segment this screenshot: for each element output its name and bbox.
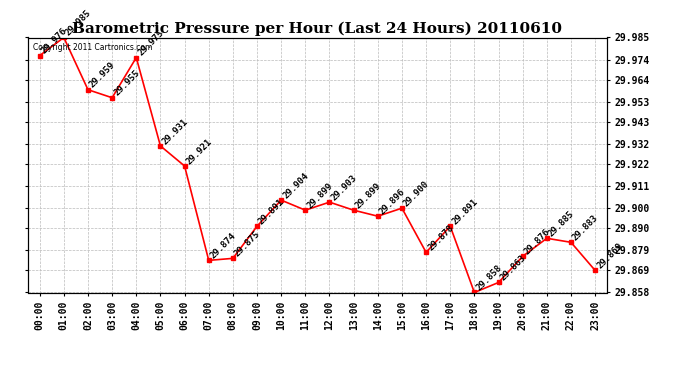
Text: 29.875: 29.875: [233, 229, 262, 258]
Text: 29.863: 29.863: [498, 253, 528, 282]
Text: 29.891: 29.891: [450, 197, 480, 226]
Text: 29.869: 29.869: [595, 241, 624, 270]
Text: 29.874: 29.874: [208, 231, 238, 260]
Text: 29.896: 29.896: [378, 187, 407, 216]
Title: Barometric Pressure per Hour (Last 24 Hours) 20110610: Barometric Pressure per Hour (Last 24 Ho…: [72, 22, 562, 36]
Text: 29.903: 29.903: [330, 173, 359, 202]
Text: 29.900: 29.900: [402, 179, 431, 208]
Text: 29.955: 29.955: [112, 69, 141, 98]
Text: 29.891: 29.891: [257, 197, 286, 226]
Text: 29.976: 29.976: [39, 26, 69, 56]
Text: 29.931: 29.931: [160, 117, 190, 146]
Text: 29.876: 29.876: [523, 227, 552, 256]
Text: 29.858: 29.858: [475, 263, 504, 292]
Text: 29.883: 29.883: [571, 213, 600, 242]
Text: 29.985: 29.985: [63, 8, 93, 38]
Text: 29.921: 29.921: [184, 137, 214, 166]
Text: Copyright 2011 Cartronics.com: Copyright 2011 Cartronics.com: [33, 43, 152, 52]
Text: 29.904: 29.904: [282, 171, 310, 200]
Text: 29.878: 29.878: [426, 223, 455, 252]
Text: 29.975: 29.975: [136, 28, 166, 58]
Text: 29.885: 29.885: [546, 209, 576, 238]
Text: 29.899: 29.899: [353, 181, 383, 210]
Text: 29.899: 29.899: [305, 181, 335, 210]
Text: 29.959: 29.959: [88, 60, 117, 90]
